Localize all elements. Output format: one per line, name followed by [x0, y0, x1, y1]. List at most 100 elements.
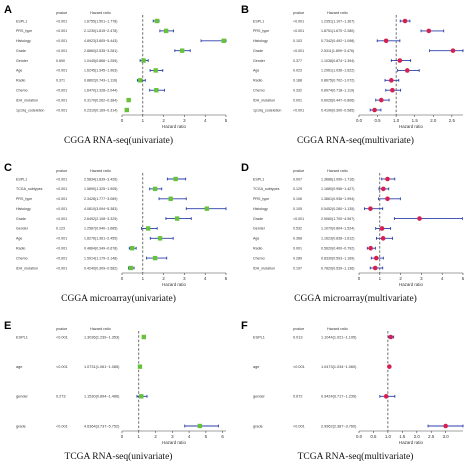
row-hr-text: 1.6755(1.501~1.778): [84, 19, 117, 23]
x-axis-label: Hazard ratio: [399, 282, 423, 287]
row-hr-text: 1.1623(0.838~1.612): [321, 237, 354, 241]
hr-point: [139, 394, 144, 399]
row-hr-text: 2.5311(1.899~3.476): [321, 49, 354, 53]
row-hr-text: 1.5914(1.179~2.148): [84, 256, 117, 260]
row-pvalue: <0.001: [56, 89, 67, 93]
row-pvalue: 0.001: [293, 98, 302, 102]
x-tick-label: 0.5: [370, 434, 377, 439]
forest-plot: pvalue Hazard ratio ESPL1 <0.001 1.6755(1.50…: [16, 11, 228, 129]
row-hr-text: 1.1530(0.894~1.486): [84, 395, 120, 399]
panel-b: B pvalue Hazard ratio ESPL1 <0.001 1.2351(1.…: [237, 0, 474, 158]
hr-point: [174, 216, 180, 221]
x-tick-label: 3: [183, 118, 186, 123]
row-label: Gender: [253, 227, 266, 231]
hr-point: [153, 68, 158, 73]
hr-point: [163, 28, 169, 34]
hr-point: [154, 18, 160, 24]
panel-caption: TCGA RNA-seq(univariate): [64, 452, 173, 462]
row-pvalue: 0.690: [56, 59, 65, 63]
row-label: Age: [16, 69, 22, 73]
row-hr-text: 0.5620(0.400~0.792): [321, 247, 354, 251]
panel-a: A pvalue Hazard ratio ESPL1 <0.001 1.6755(1.…: [0, 0, 237, 158]
x-tick-label: 1.5: [412, 118, 419, 123]
row-label: TCGA_subtypes: [253, 187, 280, 191]
row-pvalue: <0.001: [293, 217, 304, 221]
x-tick-label: 2: [162, 276, 165, 281]
x-tick-label: 2.0: [414, 434, 421, 439]
row-pvalue: <0.001: [56, 108, 67, 112]
panel-c: C pvalue Hazard ratio ESPL1 <0.001 2.5834(1.…: [0, 158, 237, 316]
hr-point: [385, 196, 390, 202]
x-axis-label: Hazard ratio: [162, 440, 186, 445]
forest-plot: pvalue Hazard ratio ESPL1 <0.001 1.3036(1.23…: [16, 327, 226, 445]
row-pvalue: 0.197: [293, 266, 302, 270]
row-hr-text: 1.2587(0.940~1.685): [84, 227, 117, 231]
hr-point: [197, 423, 203, 429]
forest-plot: pvalue Hazard ratio ESPL1 <0.001 1.2351(1.10…: [253, 11, 464, 129]
hr-point: [383, 38, 389, 44]
row-hr-text: 1.6245(1.345~1.963): [84, 69, 117, 73]
hr-point: [390, 87, 395, 93]
row-pvalue: <0.001: [56, 49, 67, 53]
row-label: ESPL1: [253, 177, 264, 181]
x-tick-label: 3: [420, 276, 423, 281]
row-pvalue: <0.001: [56, 187, 67, 191]
row-pvalue: <0.001: [56, 207, 67, 211]
hr-point: [443, 423, 448, 429]
row-hr-text: 2.8860(2.535~3.281): [84, 49, 117, 53]
row-label: Age: [253, 237, 259, 241]
x-tick-label: 1.0: [385, 434, 392, 439]
row-pvalue: 0.532: [293, 227, 302, 231]
pvalue-header: pvalue: [293, 327, 304, 331]
row-label: gender: [16, 395, 29, 399]
row-pvalue: <0.001: [56, 266, 67, 270]
row-label: age: [16, 365, 22, 369]
forest-plot: pvalue Hazard ratio ESPL1 0.007 1.3686(1.090…: [253, 169, 465, 287]
row-hr-text: 2.9962(2.387~3.760): [321, 424, 357, 428]
hr-point: [450, 48, 456, 53]
x-axis-label: Hazard ratio: [162, 282, 186, 287]
row-pvalue: <0.001: [56, 39, 67, 43]
row-pvalue: 0.105: [293, 207, 302, 211]
row-label: 1p19q_codeletion: [253, 108, 281, 112]
row-label: IDH_mutation: [253, 98, 275, 102]
row-pvalue: <0.001: [56, 29, 67, 33]
pvalue-header: pvalue: [293, 169, 304, 173]
row-hr-text: 2.5834(1.839~3.426): [84, 177, 117, 181]
row-hr-text: 2.9060(1.700~4.967): [321, 217, 354, 221]
row-hr-text: 0.3170(0.262~0.384): [84, 98, 117, 102]
x-tick-label: 1: [138, 434, 141, 439]
row-pvalue: <0.001: [56, 177, 67, 181]
hr-point: [137, 364, 143, 369]
row-label: Chemo: [253, 256, 265, 260]
panel-letter: C: [4, 162, 12, 174]
row-label: Histology: [253, 39, 268, 43]
hr-point: [154, 88, 159, 93]
panel-caption: TCGA RNA-seq(multivariate): [297, 452, 414, 462]
row-label: Histology: [16, 39, 31, 43]
row-label: age: [253, 365, 259, 369]
row-pvalue: 0.672: [293, 395, 303, 399]
panel-caption: CGGA microarray(univariate): [61, 294, 176, 304]
row-hr-text: 0.6026(0.447~0.806): [321, 98, 354, 102]
x-tick-label: 5: [225, 118, 228, 123]
row-label: IDH_mutation: [16, 266, 38, 270]
row-pvalue: 0.103: [293, 39, 302, 43]
row-pvalue: 0.371: [56, 79, 65, 83]
row-hr-text: 1.2961(1.036~1.622): [321, 69, 354, 73]
panel-caption: CGGA microarray(multivariate): [294, 294, 417, 304]
pvalue-header: pvalue: [293, 11, 304, 15]
row-label: Radio: [253, 247, 262, 251]
x-tick-label: 5: [225, 276, 228, 281]
panel-e: E pvalue Hazard ratio ESPL1 <0.001 1.3036(1.…: [0, 316, 237, 474]
x-axis-label: Hazard ratio: [399, 440, 423, 445]
row-hr-text: 1.3686(1.090~1.716): [321, 177, 354, 181]
x-tick-label: 5: [462, 276, 465, 281]
hr-point: [388, 334, 394, 340]
x-tick-label: 1: [142, 118, 145, 123]
panel-d: D pvalue Hazard ratio ESPL1 0.007 1.3686(1.0…: [237, 158, 474, 316]
row-hr-text: 1.3661(0.936~1.994): [321, 197, 354, 201]
row-pvalue: <0.001: [293, 19, 304, 23]
row-hr-text: 0.2310(0.169~0.314): [84, 108, 117, 112]
x-tick-label: 2: [154, 434, 157, 439]
